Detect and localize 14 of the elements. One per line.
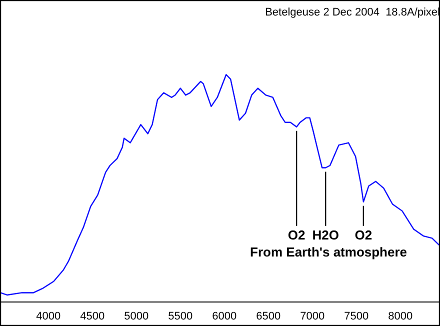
x-tick-label: 6500: [256, 310, 281, 322]
chart-title: Betelgeuse 2 Dec 2004 18.8A/pixel: [265, 6, 440, 19]
x-tick-label: 7500: [344, 310, 369, 322]
x-tick-label: 4500: [80, 310, 105, 322]
x-tick-label: 6000: [212, 310, 237, 322]
annotation: O2: [288, 227, 306, 242]
x-tick-label: 7000: [300, 310, 325, 322]
annotation: H2O: [312, 227, 339, 242]
x-tick-label: 5000: [124, 310, 149, 322]
x-tick-label: 5500: [168, 310, 193, 322]
x-tick-label: 8000: [388, 310, 413, 322]
x-tick-label: 4000: [36, 310, 61, 322]
annotation: From Earth's atmosphere: [250, 244, 408, 260]
annotation: O2: [354, 227, 372, 242]
